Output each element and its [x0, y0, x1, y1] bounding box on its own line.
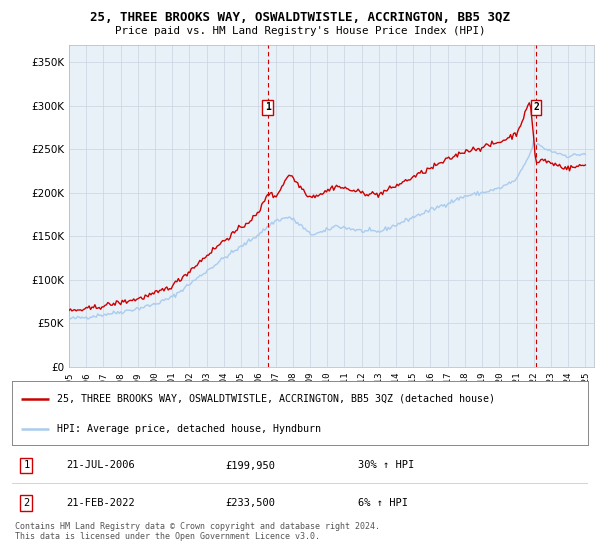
Text: 2: 2: [23, 498, 29, 507]
Text: 21-FEB-2022: 21-FEB-2022: [67, 498, 136, 507]
Text: 1: 1: [265, 102, 271, 113]
Text: This data is licensed under the Open Government Licence v3.0.: This data is licensed under the Open Gov…: [15, 532, 320, 541]
Text: 30% ↑ HPI: 30% ↑ HPI: [358, 460, 414, 470]
Text: HPI: Average price, detached house, Hyndburn: HPI: Average price, detached house, Hynd…: [57, 424, 321, 434]
Text: 1: 1: [23, 460, 29, 470]
Text: £199,950: £199,950: [225, 460, 275, 470]
Text: 21-JUL-2006: 21-JUL-2006: [67, 460, 136, 470]
Text: 6% ↑ HPI: 6% ↑ HPI: [358, 498, 407, 507]
Text: 25, THREE BROOKS WAY, OSWALDTWISTLE, ACCRINGTON, BB5 3QZ (detached house): 25, THREE BROOKS WAY, OSWALDTWISTLE, ACC…: [57, 394, 495, 404]
Text: Price paid vs. HM Land Registry's House Price Index (HPI): Price paid vs. HM Land Registry's House …: [115, 26, 485, 36]
Text: 2: 2: [533, 102, 539, 113]
Text: 25, THREE BROOKS WAY, OSWALDTWISTLE, ACCRINGTON, BB5 3QZ: 25, THREE BROOKS WAY, OSWALDTWISTLE, ACC…: [90, 11, 510, 24]
Text: Contains HM Land Registry data © Crown copyright and database right 2024.: Contains HM Land Registry data © Crown c…: [15, 522, 380, 531]
Text: £233,500: £233,500: [225, 498, 275, 507]
